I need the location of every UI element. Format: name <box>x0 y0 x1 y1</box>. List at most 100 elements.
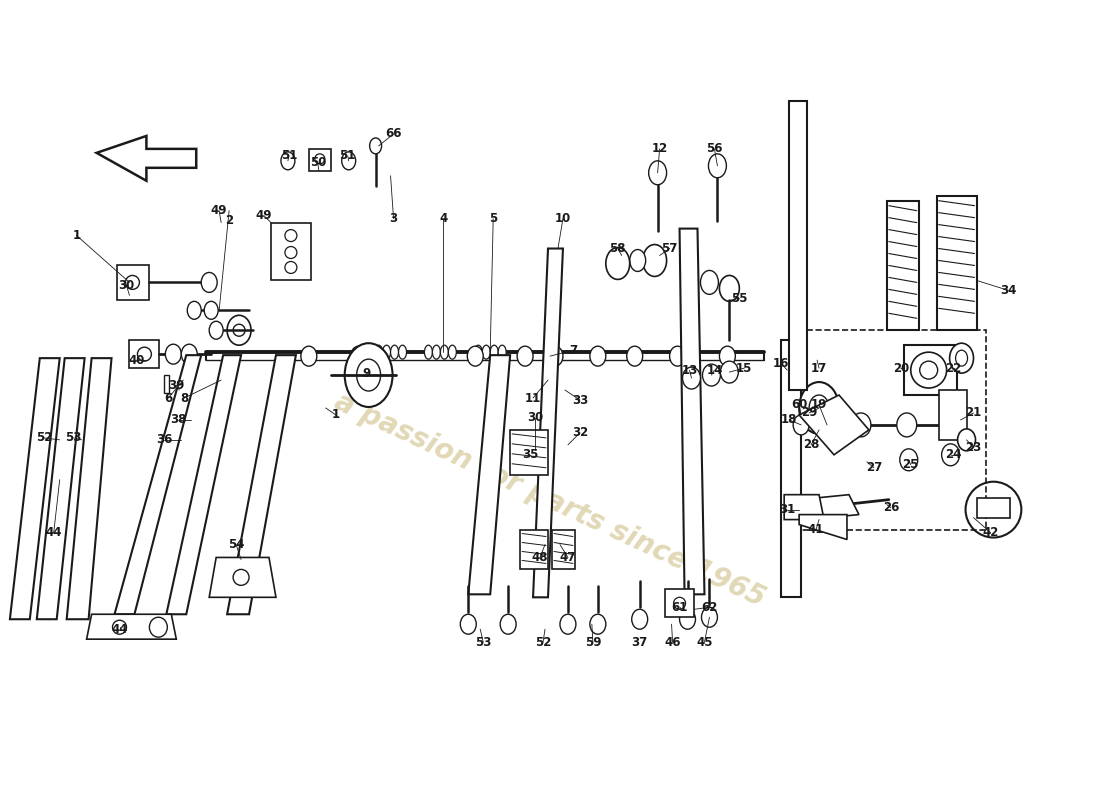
Ellipse shape <box>500 614 516 634</box>
Ellipse shape <box>799 382 839 434</box>
Text: 53: 53 <box>475 636 492 649</box>
Polygon shape <box>97 136 196 181</box>
Text: 46: 46 <box>664 636 681 649</box>
Ellipse shape <box>187 302 201 319</box>
Ellipse shape <box>631 610 648 630</box>
Ellipse shape <box>896 413 916 437</box>
Text: 45: 45 <box>696 636 713 649</box>
Ellipse shape <box>719 275 739 302</box>
Text: 31: 31 <box>779 503 795 516</box>
Ellipse shape <box>280 152 295 170</box>
Text: 4: 4 <box>439 212 448 225</box>
Text: 41: 41 <box>807 523 824 536</box>
Text: 14: 14 <box>706 364 723 377</box>
Text: 55: 55 <box>732 292 748 305</box>
Text: 10: 10 <box>554 212 571 225</box>
Text: 19: 19 <box>811 398 827 411</box>
Polygon shape <box>271 222 311 281</box>
Circle shape <box>315 154 324 164</box>
Text: 21: 21 <box>966 406 981 419</box>
Ellipse shape <box>949 343 974 373</box>
Polygon shape <box>799 494 859 519</box>
Text: 50: 50 <box>309 156 326 170</box>
Ellipse shape <box>682 367 701 389</box>
Ellipse shape <box>810 395 829 421</box>
Polygon shape <box>799 395 869 455</box>
Text: 47: 47 <box>560 551 576 564</box>
Ellipse shape <box>670 346 685 366</box>
Ellipse shape <box>606 247 629 279</box>
Ellipse shape <box>708 154 726 178</box>
Text: 12: 12 <box>651 142 668 155</box>
Circle shape <box>673 598 685 610</box>
Polygon shape <box>534 249 563 598</box>
Text: 49: 49 <box>211 204 228 217</box>
Text: 57: 57 <box>661 242 678 255</box>
Ellipse shape <box>703 364 720 386</box>
Circle shape <box>112 620 126 634</box>
Text: 1: 1 <box>73 229 80 242</box>
Text: 42: 42 <box>982 526 999 539</box>
Ellipse shape <box>719 346 736 366</box>
Polygon shape <box>469 355 510 594</box>
Text: 6: 6 <box>164 391 173 405</box>
Text: a passion for parts since 1965: a passion for parts since 1965 <box>330 387 770 612</box>
Ellipse shape <box>301 346 317 366</box>
Text: 62: 62 <box>702 601 717 614</box>
Text: 59: 59 <box>584 636 601 649</box>
Polygon shape <box>67 358 111 619</box>
Text: 23: 23 <box>966 442 981 454</box>
Text: 61: 61 <box>671 601 688 614</box>
Polygon shape <box>784 494 824 519</box>
Ellipse shape <box>205 302 218 319</box>
Circle shape <box>285 246 297 258</box>
Polygon shape <box>520 530 548 570</box>
Text: 52: 52 <box>535 636 551 649</box>
Ellipse shape <box>460 614 476 634</box>
Polygon shape <box>977 498 1011 518</box>
Ellipse shape <box>547 346 563 366</box>
Polygon shape <box>36 358 85 619</box>
Ellipse shape <box>720 361 738 383</box>
Text: 3: 3 <box>389 212 397 225</box>
Ellipse shape <box>449 345 456 359</box>
Text: 36: 36 <box>156 434 173 446</box>
Text: 28: 28 <box>803 438 820 451</box>
Text: 44: 44 <box>111 622 128 636</box>
Text: 22: 22 <box>946 362 961 374</box>
Ellipse shape <box>440 345 449 359</box>
Ellipse shape <box>383 345 390 359</box>
Polygon shape <box>664 590 694 618</box>
Ellipse shape <box>375 345 383 359</box>
Circle shape <box>233 570 249 586</box>
Text: 56: 56 <box>706 142 723 155</box>
Ellipse shape <box>498 345 506 359</box>
Ellipse shape <box>629 250 646 271</box>
Text: 9: 9 <box>363 366 371 379</box>
Ellipse shape <box>150 618 167 637</box>
Text: 60: 60 <box>791 398 807 411</box>
Text: 38: 38 <box>170 414 187 426</box>
Polygon shape <box>937 196 977 330</box>
Text: 5: 5 <box>490 212 497 225</box>
Circle shape <box>233 324 245 336</box>
Text: 16: 16 <box>773 357 790 370</box>
Polygon shape <box>887 201 918 330</box>
Text: 17: 17 <box>811 362 827 374</box>
Polygon shape <box>87 614 176 639</box>
Text: 49: 49 <box>255 209 272 222</box>
Text: 20: 20 <box>893 362 909 374</box>
Ellipse shape <box>351 346 366 366</box>
Ellipse shape <box>209 322 223 339</box>
Text: 1: 1 <box>332 409 340 422</box>
Circle shape <box>125 275 140 290</box>
Text: 30: 30 <box>119 279 134 292</box>
Ellipse shape <box>227 315 251 345</box>
Polygon shape <box>227 355 296 614</box>
Ellipse shape <box>627 346 642 366</box>
Text: 66: 66 <box>385 127 402 141</box>
Ellipse shape <box>474 345 482 359</box>
Text: 24: 24 <box>945 448 961 462</box>
Text: 53: 53 <box>66 431 81 444</box>
Polygon shape <box>130 340 159 368</box>
